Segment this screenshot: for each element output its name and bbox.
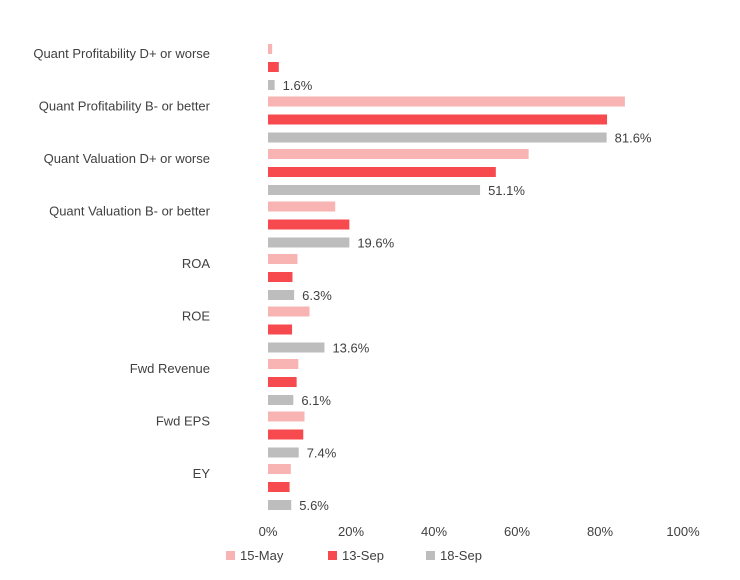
legend-swatch-13-sep xyxy=(328,551,337,560)
bar-18-sep-2 xyxy=(268,185,481,195)
category-label-3: Quant Valuation B- or better xyxy=(49,204,211,219)
data-label-6: 6.1% xyxy=(301,393,331,408)
category-label-4: ROA xyxy=(182,256,211,271)
data-label-0: 1.6% xyxy=(283,78,313,93)
bar-15-may-0 xyxy=(268,44,273,54)
x-axis-ticks-group: 0% 20% 40% 60% 80% 100% xyxy=(259,524,700,539)
bar-15-may-6 xyxy=(268,359,299,369)
category-label-6: Fwd Revenue xyxy=(130,361,210,376)
bar-13-sep-4 xyxy=(268,272,293,282)
category-label-1: Quant Profitability B- or better xyxy=(39,99,211,114)
bar-13-sep-6 xyxy=(268,377,297,387)
bar-15-may-5 xyxy=(268,306,310,317)
bar-13-sep-3 xyxy=(268,219,350,230)
x-tick-label-2: 40% xyxy=(421,524,447,539)
x-tick-label-1: 20% xyxy=(338,524,364,539)
x-tick-label-4: 80% xyxy=(587,524,613,539)
bar-18-sep-3 xyxy=(268,237,350,248)
bar-13-sep-7 xyxy=(268,429,304,440)
bar-13-sep-1 xyxy=(268,114,608,125)
data-label-3: 19.6% xyxy=(357,236,394,251)
bars-group xyxy=(268,44,625,510)
category-label-0: Quant Profitability D+ or worse xyxy=(33,46,210,61)
legend-swatch-18-sep xyxy=(426,551,435,560)
data-label-5: 13.6% xyxy=(332,341,369,356)
bar-18-sep-6 xyxy=(268,395,294,405)
legend-label-15-may: 15-May xyxy=(240,548,284,563)
data-label-7: 7.4% xyxy=(307,446,337,461)
bar-13-sep-0 xyxy=(268,62,279,72)
bar-18-sep-0 xyxy=(268,80,275,90)
category-label-2: Quant Valuation D+ or worse xyxy=(44,151,210,166)
bar-15-may-2 xyxy=(268,149,529,159)
bar-15-may-4 xyxy=(268,254,298,264)
data-label-8: 5.6% xyxy=(299,498,329,513)
category-labels-group: Quant Profitability D+ or worse Quant Pro… xyxy=(33,46,210,481)
x-tick-label-3: 60% xyxy=(504,524,530,539)
data-label-4: 6.3% xyxy=(302,288,332,303)
category-label-8: EY xyxy=(193,466,211,481)
x-tick-label-0: 0% xyxy=(259,524,278,539)
data-label-1: 81.6% xyxy=(615,131,652,146)
bar-18-sep-4 xyxy=(268,290,295,300)
legend-label-13-sep: 13-Sep xyxy=(342,548,384,563)
data-labels-group: 1.6% 81.6% 51.1% 19.6% 6.3% 13.6% 6.1% 7.4% 5.6% xyxy=(283,78,652,513)
bar-18-sep-5 xyxy=(268,342,325,353)
category-label-7: Fwd EPS xyxy=(156,414,211,429)
bar-18-sep-1 xyxy=(268,132,607,143)
data-label-2: 51.1% xyxy=(488,183,525,198)
legend-label-18-sep: 18-Sep xyxy=(440,548,482,563)
bar-15-may-3 xyxy=(268,201,336,212)
bar-15-may-8 xyxy=(268,464,291,474)
bar-13-sep-2 xyxy=(268,167,496,177)
bar-18-sep-7 xyxy=(268,447,299,458)
category-label-5: ROE xyxy=(182,309,211,324)
bar-18-sep-8 xyxy=(268,500,292,510)
bar-15-may-7 xyxy=(268,411,305,422)
x-tick-label-5: 100% xyxy=(666,524,700,539)
legend-swatch-15-may xyxy=(226,551,235,560)
bar-15-may-1 xyxy=(268,96,625,107)
legend: 15-May 13-Sep 18-Sep xyxy=(226,548,482,563)
bar-13-sep-8 xyxy=(268,482,290,492)
bar-13-sep-5 xyxy=(268,324,293,335)
